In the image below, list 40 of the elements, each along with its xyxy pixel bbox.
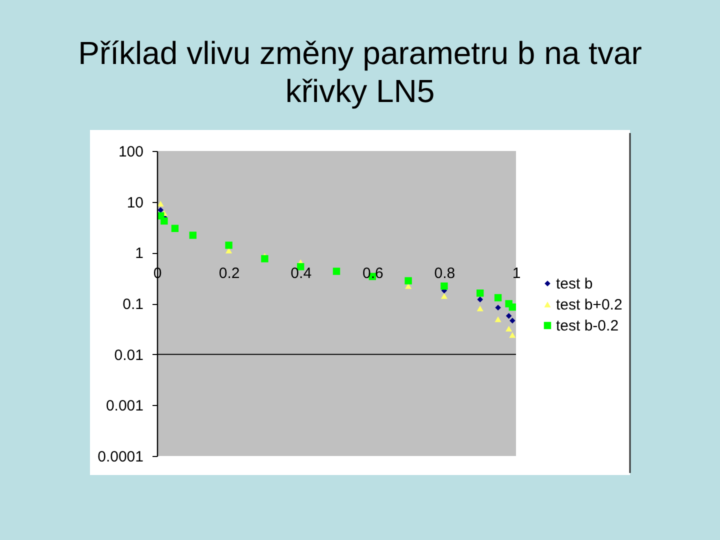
point [476,290,484,297]
chart-title: Příklad vlivu změny parametru b na tvar křivky LN5 [78,35,642,109]
y-tick-label: 10 [126,194,144,212]
point [404,277,412,284]
x-tick-label: 1 [512,265,521,282]
x-tick-label: 0.4 [290,265,312,282]
point [476,306,484,312]
point [506,312,512,319]
point [494,294,502,302]
y-tick-label: 0.1 [122,296,144,313]
point [332,268,340,275]
x-tick-label: 0.2 [218,265,240,282]
point [160,217,168,225]
point [261,255,268,262]
legend-label: test b+0.2 [556,296,622,314]
y-tick-label: 0.001 [106,398,144,415]
point [226,248,232,254]
point [158,207,164,213]
point [405,283,412,289]
point [157,200,164,207]
x-tick-label: 0.6 [362,265,384,282]
legend-label: test b-0.2 [556,318,619,334]
y-tick-label: 0.01 [114,346,144,364]
point [509,318,516,324]
point [494,316,502,322]
point [477,296,484,302]
point [495,304,501,311]
y-tick-label: 1 [135,245,144,262]
point [440,293,448,299]
point [189,232,197,239]
point [440,282,448,290]
x-tick-label: 0.8 [434,265,456,282]
point [508,303,516,311]
y-tick-label: 100 [118,144,144,160]
point [225,242,232,249]
point [171,224,179,232]
legend-label: test b [556,276,593,292]
point [509,332,516,338]
point [506,326,512,332]
y-tick-label: 0.0001 [98,448,144,466]
